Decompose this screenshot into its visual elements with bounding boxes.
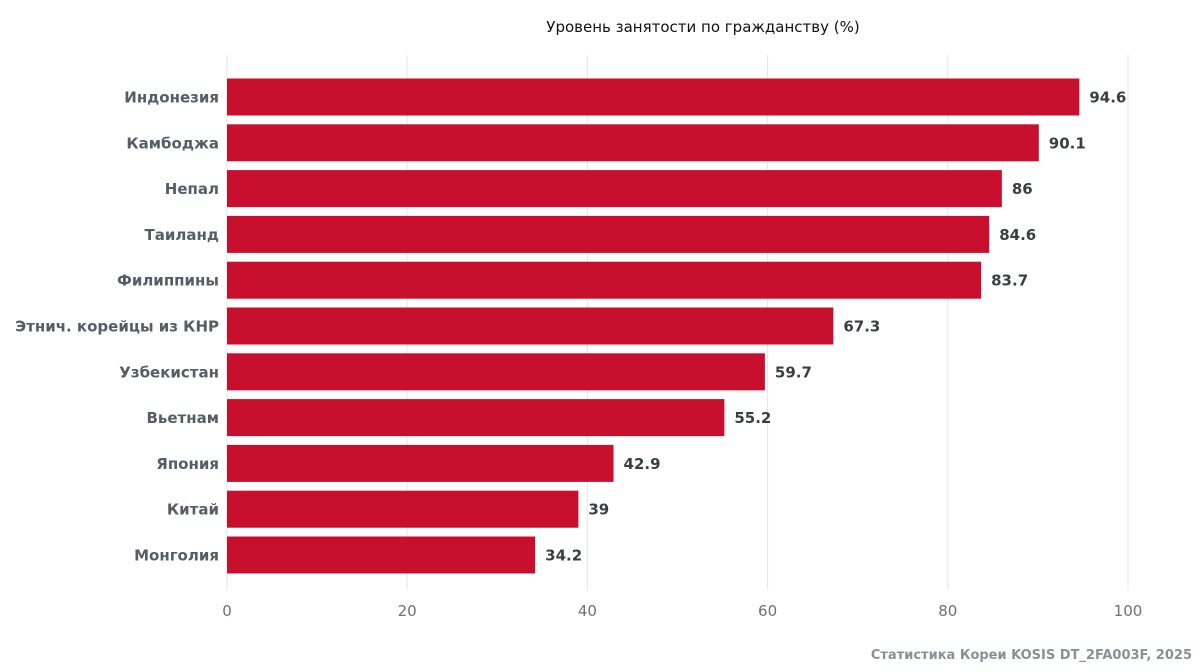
category-labels: Индонезия Камбоджа Непал Таиланд Филиппины Эт… bbox=[15, 89, 219, 565]
value-label: 42.9 bbox=[624, 455, 661, 473]
value-label: 67.3 bbox=[843, 318, 880, 336]
value-label: 59.7 bbox=[775, 363, 812, 381]
category-label: Вьетнам bbox=[146, 409, 219, 427]
category-label: Таиланд bbox=[145, 226, 219, 244]
chart-title: Уровень занятости по гражданству (%) bbox=[546, 18, 859, 36]
value-label: 55.2 bbox=[734, 409, 771, 427]
value-label: 84.6 bbox=[999, 226, 1036, 244]
value-label: 90.1 bbox=[1049, 134, 1086, 152]
category-label: Монголия bbox=[134, 547, 219, 565]
x-tick-label: 40 bbox=[578, 602, 597, 620]
bar bbox=[227, 444, 614, 482]
category-label: Непал bbox=[165, 180, 219, 198]
value-label: 34.2 bbox=[545, 547, 582, 565]
category-label: Филиппины bbox=[117, 272, 219, 290]
category-label: Япония bbox=[156, 455, 219, 473]
value-label: 94.6 bbox=[1089, 89, 1126, 107]
x-tick-label: 80 bbox=[938, 602, 957, 620]
bar bbox=[227, 353, 765, 391]
bar bbox=[227, 307, 834, 345]
value-label: 86 bbox=[1012, 180, 1033, 198]
bar bbox=[227, 490, 579, 528]
category-label: Китай bbox=[167, 501, 219, 519]
x-tick-label: 0 bbox=[222, 602, 232, 620]
category-label: Этнич. корейцы из КНР bbox=[15, 318, 219, 336]
source-note: Статистика Кореи KOSIS DT_2FA003F, 2025 bbox=[871, 648, 1192, 663]
bar bbox=[227, 399, 725, 437]
category-label: Индонезия bbox=[124, 89, 219, 107]
x-tick-label: 20 bbox=[398, 602, 417, 620]
value-label: 83.7 bbox=[991, 272, 1028, 290]
bar bbox=[227, 536, 536, 574]
value-label: 39 bbox=[588, 501, 609, 519]
bar bbox=[227, 215, 990, 253]
value-labels: 94.6 90.1 86 84.6 83.7 67.3 59.7 55.2 42.9 39 34.2 bbox=[545, 89, 1126, 565]
x-tick-label: 100 bbox=[1114, 602, 1143, 620]
category-label: Камбоджа bbox=[126, 134, 219, 152]
bar bbox=[227, 124, 1039, 162]
x-tick-label: 60 bbox=[758, 602, 777, 620]
bar bbox=[227, 78, 1080, 116]
x-axis-ticks: 0 20 40 60 80 100 bbox=[222, 602, 1142, 620]
bar bbox=[227, 170, 1002, 208]
bars bbox=[227, 78, 1080, 574]
bar bbox=[227, 261, 982, 299]
category-label: Узбекистан bbox=[119, 363, 219, 381]
